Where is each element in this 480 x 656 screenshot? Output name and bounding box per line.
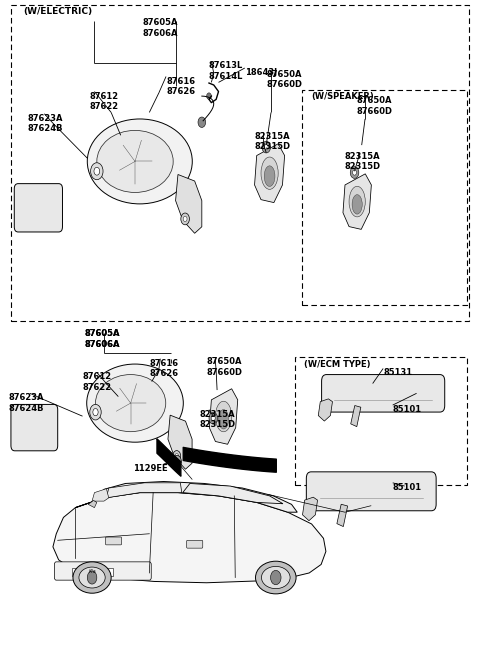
Text: 82315A
82315D: 82315A 82315D [254,132,290,152]
Circle shape [173,455,181,467]
Polygon shape [92,489,109,501]
Ellipse shape [264,166,275,186]
Polygon shape [318,399,333,421]
FancyBboxPatch shape [306,472,436,511]
Text: 87605A
87606A: 87605A 87606A [85,329,120,349]
Circle shape [209,412,217,424]
Text: 87623A
87624B: 87623A 87624B [28,113,63,133]
Circle shape [206,93,211,99]
Text: 87605A
87606A: 87605A 87606A [85,329,120,349]
Ellipse shape [218,409,228,429]
Circle shape [262,141,271,153]
Circle shape [91,163,103,180]
Ellipse shape [79,567,105,588]
FancyBboxPatch shape [187,541,203,548]
FancyBboxPatch shape [322,375,445,412]
Text: 87623A
87624B: 87623A 87624B [9,394,44,413]
Circle shape [183,216,187,222]
Polygon shape [107,483,182,498]
Text: 87605A
87606A: 87605A 87606A [142,18,178,38]
Ellipse shape [216,401,232,432]
Text: 87616
87626: 87616 87626 [149,359,179,378]
FancyBboxPatch shape [54,562,151,580]
Circle shape [90,404,101,420]
Ellipse shape [87,364,183,442]
Circle shape [87,571,97,584]
Circle shape [173,451,180,461]
Text: 1129EE: 1129EE [132,464,167,473]
Ellipse shape [255,561,296,594]
Text: 85101: 85101 [393,483,422,492]
Polygon shape [75,482,297,512]
Ellipse shape [97,131,173,192]
Circle shape [271,570,281,584]
Text: 87650A
87660D: 87650A 87660D [357,96,393,115]
Text: (W/ELECTRIC): (W/ELECTRIC) [23,7,92,16]
Circle shape [211,415,215,420]
Text: 87612
87622: 87612 87622 [83,373,112,392]
Circle shape [94,167,100,175]
Polygon shape [53,493,326,583]
Text: 87650A
87660D: 87650A 87660D [206,358,242,377]
Text: 87613L
87614L: 87613L 87614L [209,62,243,81]
Polygon shape [209,389,238,444]
Text: 87616
87626: 87616 87626 [166,77,195,96]
Text: 82315A
82315D: 82315A 82315D [345,152,381,171]
Text: (W/ECM TYPE): (W/ECM TYPE) [304,360,371,369]
Ellipse shape [262,566,290,588]
Text: 18643J: 18643J [245,68,277,77]
Polygon shape [351,405,361,426]
Polygon shape [176,174,202,234]
Circle shape [350,167,359,178]
Ellipse shape [261,157,278,190]
Circle shape [198,117,205,127]
Polygon shape [254,144,285,203]
Text: 85101: 85101 [393,405,422,414]
Ellipse shape [352,195,362,214]
Circle shape [175,459,179,464]
Polygon shape [168,415,192,469]
Polygon shape [337,504,348,527]
Text: (W/SPEAKER): (W/SPEAKER) [312,92,374,101]
Text: 87650A
87660D: 87650A 87660D [266,70,302,89]
Circle shape [181,213,190,225]
Polygon shape [302,497,318,521]
Circle shape [353,170,357,175]
Ellipse shape [73,562,111,593]
Circle shape [175,453,179,459]
FancyBboxPatch shape [106,537,121,545]
Polygon shape [88,501,97,508]
FancyBboxPatch shape [14,184,62,232]
Ellipse shape [349,186,365,217]
Text: 85131: 85131 [383,369,412,377]
Ellipse shape [87,119,192,204]
Ellipse shape [96,375,166,432]
Text: 87612
87622: 87612 87622 [90,92,119,111]
Polygon shape [343,174,372,230]
Text: 82315A
82315D: 82315A 82315D [199,409,236,429]
Polygon shape [183,483,283,504]
Circle shape [93,409,98,416]
Circle shape [264,144,268,150]
FancyBboxPatch shape [72,567,113,576]
Text: Kia: Kia [89,569,97,575]
FancyBboxPatch shape [11,405,58,451]
